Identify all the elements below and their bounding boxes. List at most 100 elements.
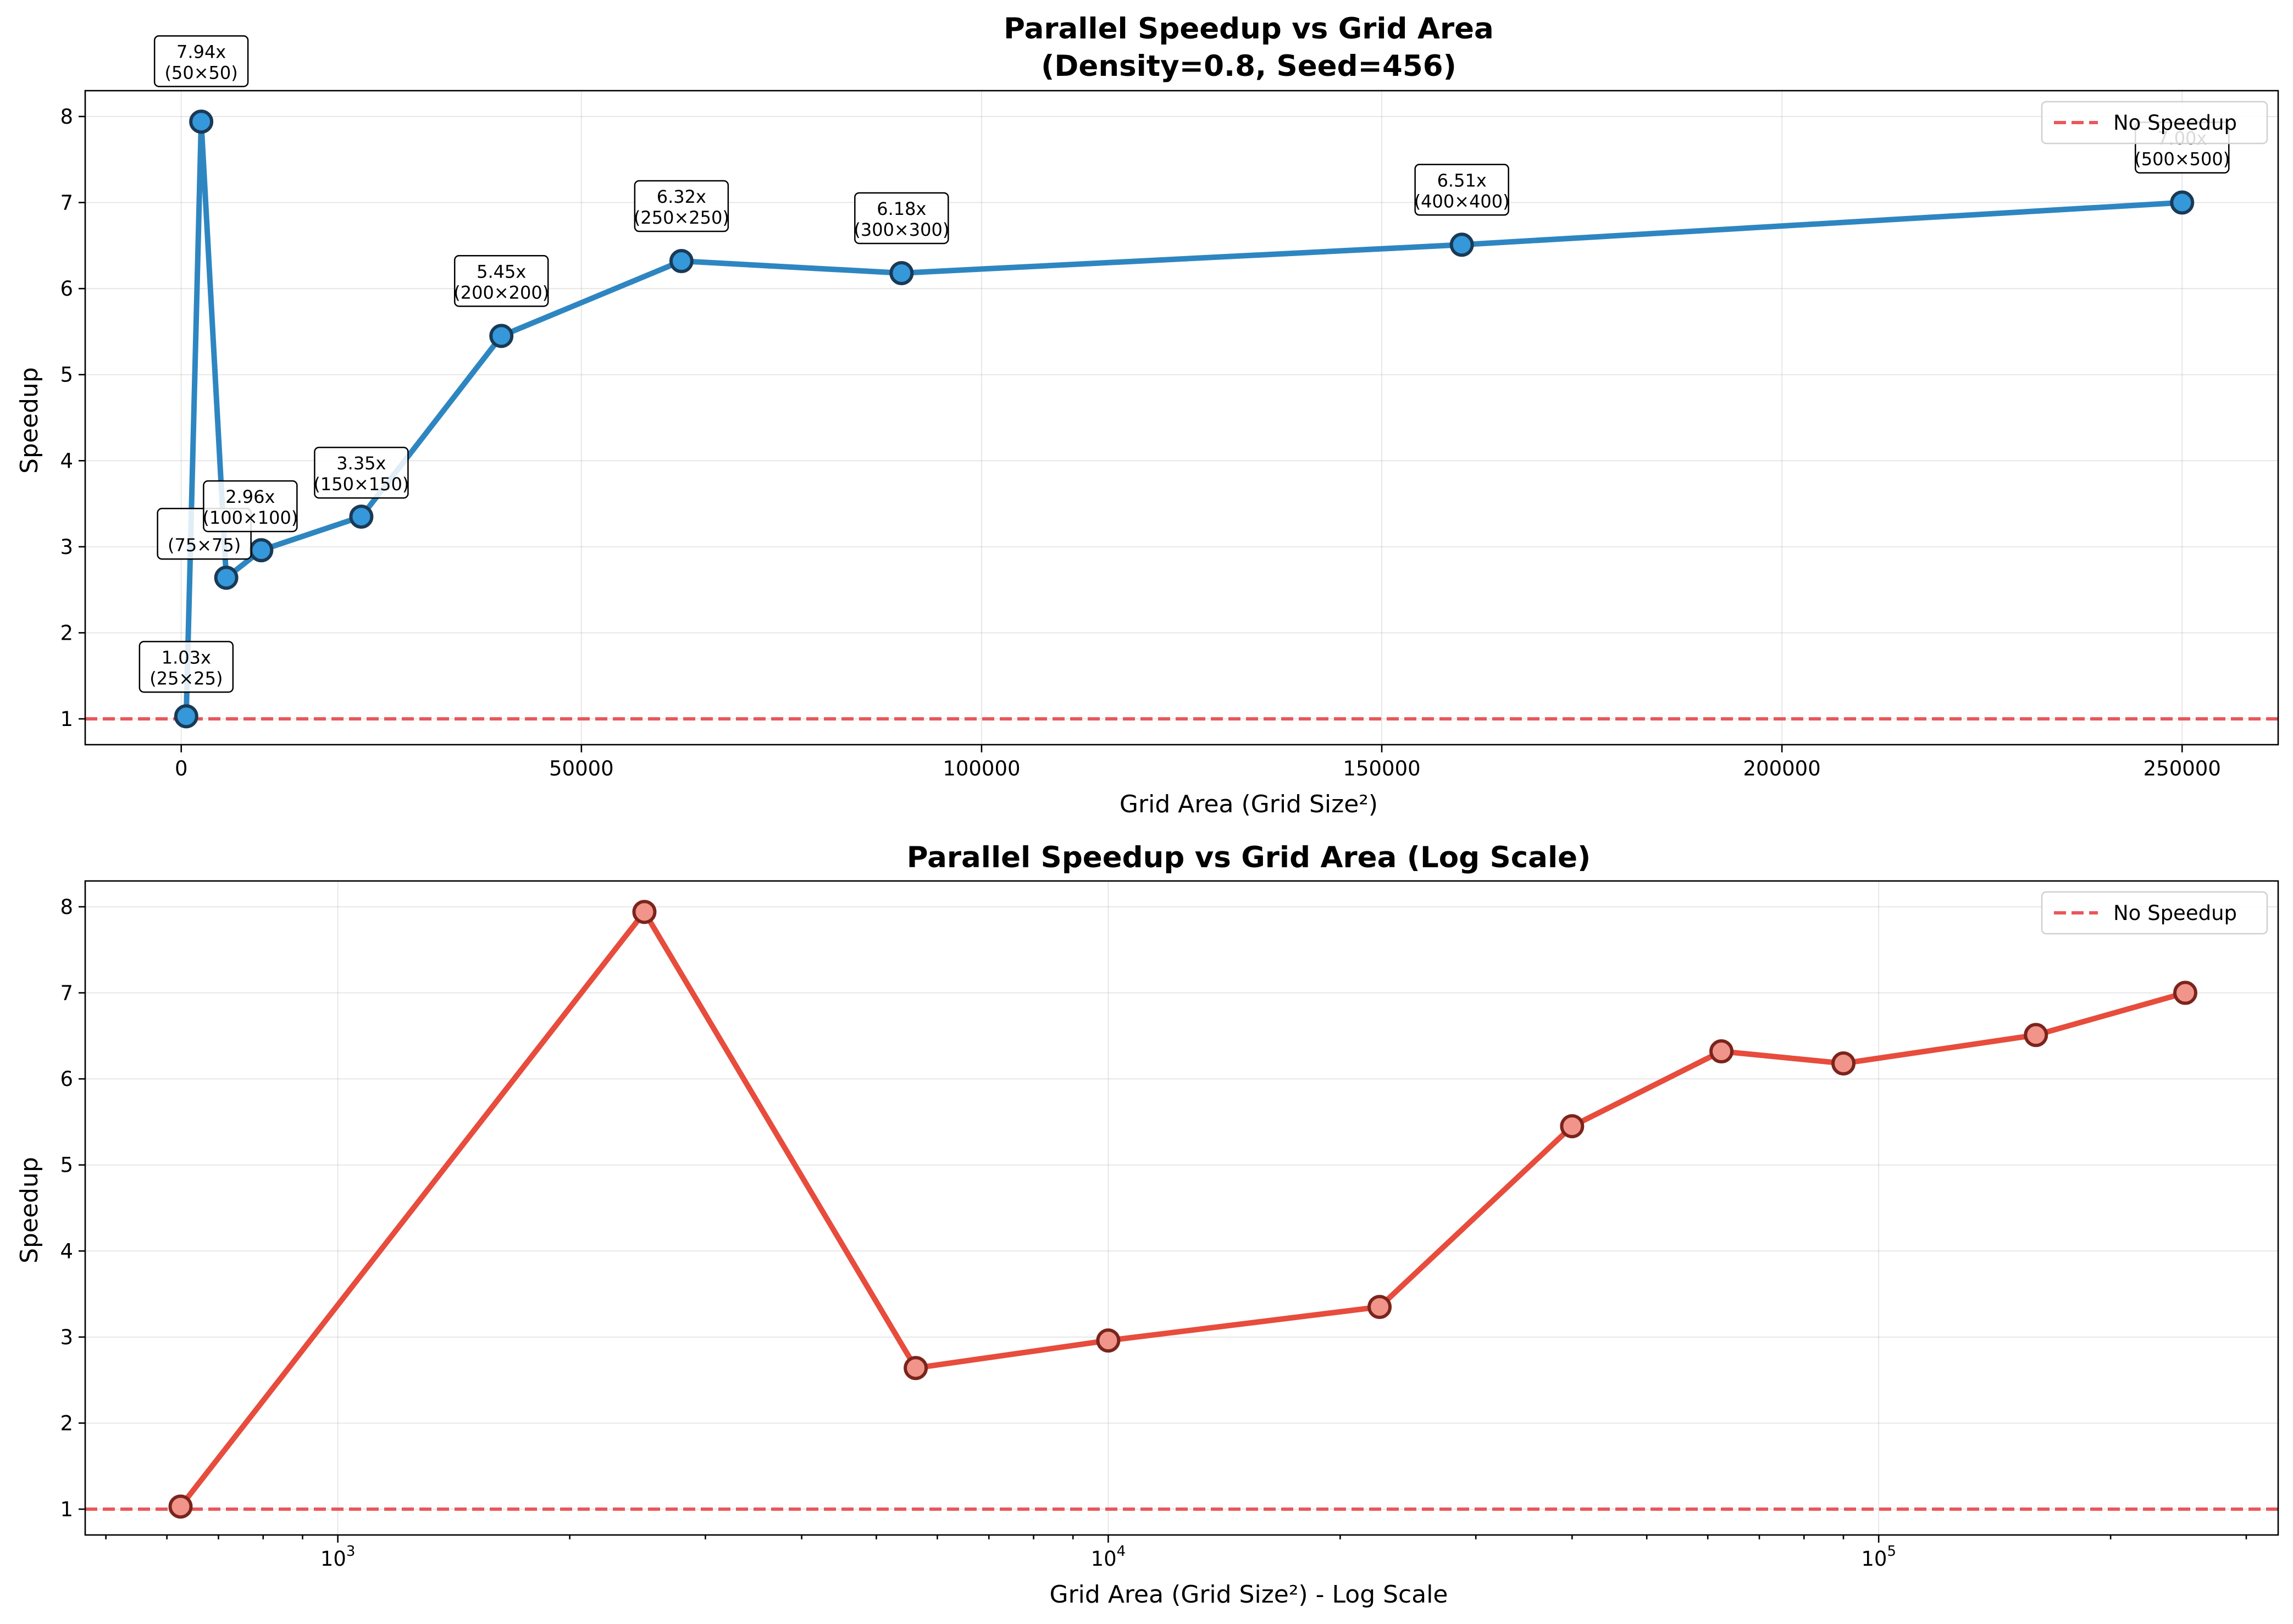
point-annotation: 3.35x(150×150) <box>313 446 409 499</box>
top-x-axis-label: Grid Area (Grid Size²) <box>1120 790 1378 818</box>
bottom-axes-frame <box>84 880 2279 1536</box>
top-x-tick-label: 100000 <box>943 757 1020 780</box>
top-data-point <box>349 505 374 529</box>
annotation-box <box>203 480 298 533</box>
point-annotation: 6.18x(300×300) <box>854 192 949 245</box>
top-y-tick-label: 8 <box>60 105 73 129</box>
bottom-y-tick-label: 7 <box>60 982 73 1005</box>
bottom-x-tick-exponent: 3 <box>346 1543 356 1560</box>
top-y-tick-label: 4 <box>60 449 73 473</box>
bottom-data-point <box>904 1356 928 1381</box>
top-chart-title: Parallel Speedup vs Grid Area <box>1004 12 1494 46</box>
bottom-y-tick-label: 2 <box>60 1411 73 1435</box>
bottom-y-tick-label: 6 <box>60 1067 73 1091</box>
top-legend-label: No Speedup <box>2113 111 2237 135</box>
bottom-x-tick-label: 104 <box>1091 1543 1126 1571</box>
bottom-data-point <box>1560 1114 1585 1139</box>
bottom-x-tick-label: 105 <box>1861 1543 1896 1571</box>
bottom-data-point <box>1096 1328 1121 1353</box>
bottom-x-tick-label: 103 <box>320 1543 356 1571</box>
bottom-legend-box <box>2041 891 2268 935</box>
annotation-box <box>139 641 234 693</box>
annotation-grid-size: (150×150) <box>313 474 409 495</box>
bottom-y-tick-label: 1 <box>60 1498 73 1521</box>
annotation-box <box>634 180 729 232</box>
bottom-y-tick-label: 4 <box>60 1239 73 1263</box>
point-annotation: 2.96x(100×100) <box>202 480 298 533</box>
annotation-box <box>854 192 949 245</box>
top-data-point <box>174 704 198 729</box>
annotation-box <box>1414 164 1509 216</box>
top-legend-box <box>2041 101 2268 145</box>
top-legend: No Speedup <box>2041 101 2268 145</box>
point-annotation: 6.51x(400×400) <box>1414 164 1510 216</box>
bottom-x-tick-exponent: 4 <box>1117 1543 1126 1560</box>
bottom-data-point <box>632 900 657 924</box>
point-annotation: 6.32x(250×250) <box>634 180 729 232</box>
annotation-grid-size: (250×250) <box>634 207 729 228</box>
annotation-grid-size: (100×100) <box>202 507 298 528</box>
top-y-tick-label: 1 <box>60 707 73 731</box>
annotation-grid-size: (25×25) <box>149 668 223 689</box>
top-x-tick-label: 0 <box>175 757 188 780</box>
top-data-point <box>889 260 914 285</box>
annotation-grid-size: (75×75) <box>168 535 241 556</box>
bottom-y-axis-label: Speedup <box>15 1157 43 1263</box>
annotation-speedup: 6.32x <box>657 186 706 207</box>
bottom-y-tick-label: 5 <box>60 1154 73 1177</box>
point-annotation: 5.45x(200×200) <box>453 255 549 307</box>
top-plot-area: 1 2 3 4 5 6 7 8 0 50000 100000 150000 200000 250000 1.… <box>60 35 2279 780</box>
top-x-tick-label: 250000 <box>2144 757 2221 780</box>
annotation-grid-size: (500×500) <box>2134 149 2230 170</box>
bottom-legend: No Speedup <box>2041 891 2268 935</box>
top-series-line <box>183 119 2183 717</box>
annotation-grid-size: (400×400) <box>1414 191 1510 212</box>
annotation-speedup: 2.96x <box>225 486 275 507</box>
bottom-data-point <box>2024 1023 2048 1047</box>
annotation-grid-size: (200×200) <box>453 282 549 303</box>
annotation-speedup: 7.94x <box>176 41 226 62</box>
top-data-point <box>189 109 214 134</box>
bottom-chart-title: Parallel Speedup vs Grid Area (Log Scale… <box>907 841 1591 874</box>
annotation-grid-size: (50×50) <box>165 62 238 83</box>
bottom-series-line <box>178 909 2186 1509</box>
bottom-data-point <box>1709 1039 1734 1064</box>
bottom-data-point <box>168 1494 193 1519</box>
point-annotation: 7.94x(50×50) <box>153 35 249 87</box>
top-data-point <box>669 249 694 274</box>
top-x-tick-label: 50000 <box>549 757 614 780</box>
annotation-box <box>314 446 409 499</box>
annotation-speedup: 6.51x <box>1437 170 1487 191</box>
point-annotation: 1.03x(25×25) <box>139 641 234 693</box>
annotation-speedup: 6.18x <box>877 198 926 219</box>
top-y-tick-label: 3 <box>60 535 73 559</box>
top-chart-subtitle: (Density=0.8, Seed=456) <box>1041 49 1456 83</box>
bottom-legend-label: No Speedup <box>2113 901 2237 925</box>
top-y-axis-label: Speedup <box>15 367 43 474</box>
top-data-point <box>214 566 239 590</box>
annotation-speedup: 5.45x <box>477 261 526 282</box>
bottom-y-tick-label: 3 <box>60 1326 73 1349</box>
bottom-data-point <box>1367 1295 1392 1320</box>
annotation-grid-size: (300×300) <box>854 219 949 240</box>
annotation-box <box>453 255 549 307</box>
bottom-plot-area: 1 2 3 4 5 6 7 8 103 104 105 No Speedup <box>60 880 2279 1571</box>
top-data-point <box>2170 190 2195 215</box>
top-x-tick-label: 200000 <box>1743 757 1821 780</box>
top-x-tick-label: 150000 <box>1343 757 1420 780</box>
top-axes-frame <box>84 90 2279 746</box>
annotation-box <box>153 35 249 87</box>
bottom-y-tick-label: 8 <box>60 895 73 919</box>
bottom-data-point <box>2173 980 2197 1005</box>
top-data-point <box>249 538 274 563</box>
top-data-point <box>1449 232 1474 257</box>
top-y-tick-label: 5 <box>60 363 73 387</box>
bottom-x-tick-exponent: 5 <box>1887 1543 1896 1560</box>
annotation-speedup: 3.35x <box>336 453 386 474</box>
bottom-x-axis-label: Grid Area (Grid Size²) - Log Scale <box>1050 1581 1448 1609</box>
annotation-speedup: 1.03x <box>162 647 211 668</box>
top-y-tick-label: 7 <box>60 191 73 215</box>
top-y-tick-label: 6 <box>60 277 73 301</box>
top-data-point <box>489 324 514 348</box>
